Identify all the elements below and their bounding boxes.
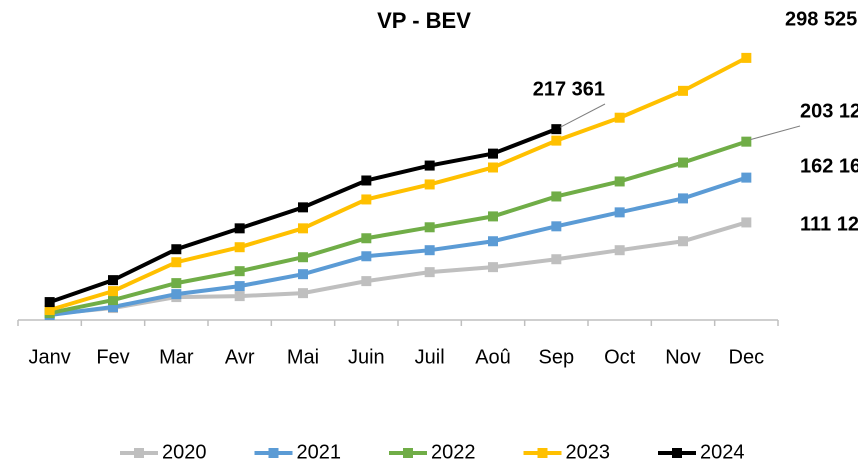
x-tick-label: Oct [604, 346, 636, 368]
point [488, 162, 498, 173]
value-label: 217 361 [533, 78, 605, 100]
point [424, 160, 435, 171]
point [741, 172, 752, 183]
point [234, 281, 245, 292]
legend-marker [134, 448, 144, 458]
point [678, 157, 688, 168]
point [488, 262, 498, 273]
legend-marker [403, 448, 413, 458]
value-label: 162 167 [800, 155, 858, 177]
series-line [49, 175, 747, 317]
point [614, 207, 625, 218]
x-tick-label: Dec [729, 346, 765, 368]
point [298, 252, 308, 263]
series-line [49, 139, 747, 316]
point [551, 135, 562, 146]
point [298, 223, 308, 234]
legend-label: 2024 [700, 441, 745, 463]
point [108, 302, 118, 313]
point [298, 288, 308, 299]
legend-marker [537, 448, 548, 458]
point [234, 223, 245, 234]
x-tick-label: Nov [665, 346, 701, 368]
x-tick-label: Sep [539, 346, 575, 368]
x-tick-label: Avr [225, 346, 255, 368]
point [551, 124, 562, 135]
chart-title: VP - BEV [377, 8, 471, 33]
value-label: 203 122 [800, 100, 858, 122]
point [361, 251, 372, 262]
point [44, 297, 55, 308]
point [361, 175, 372, 186]
series-line [49, 220, 747, 317]
point [678, 193, 688, 204]
point [171, 244, 182, 255]
point [108, 295, 118, 306]
point [741, 217, 752, 228]
point [171, 289, 182, 300]
point [488, 211, 498, 222]
x-tick-label: Mar [159, 346, 194, 368]
point [298, 269, 308, 280]
leader-line [750, 125, 801, 141]
point [234, 266, 245, 277]
point [741, 136, 752, 147]
point [234, 242, 245, 253]
x-tick-label: Janv [29, 346, 71, 368]
legend-label: 2023 [566, 441, 611, 463]
point [108, 286, 118, 297]
x-tick-label: Mai [287, 346, 319, 368]
point [614, 245, 625, 256]
legend-label: 2020 [162, 441, 207, 463]
point [44, 304, 55, 315]
point [424, 222, 435, 233]
point [551, 191, 562, 202]
point [424, 179, 435, 190]
x-tick-label: Juin [348, 346, 385, 368]
point [171, 278, 182, 289]
point [298, 202, 308, 213]
point [488, 236, 498, 247]
point [424, 245, 435, 256]
x-tick-label: Aoû [475, 346, 511, 368]
point [361, 276, 372, 287]
point [234, 291, 245, 302]
point [488, 148, 498, 159]
point [741, 52, 752, 63]
point [551, 254, 562, 265]
series-line [49, 56, 748, 312]
leader-line [560, 103, 606, 128]
x-tick-label: Juil [415, 346, 445, 368]
x-tick-label: Fev [96, 346, 129, 368]
point [108, 275, 118, 286]
point [614, 112, 625, 123]
point [361, 233, 372, 244]
point [551, 221, 562, 232]
point [678, 236, 688, 247]
point [171, 257, 182, 268]
legend-marker [268, 448, 279, 458]
legend-marker [672, 448, 682, 458]
point [424, 267, 435, 278]
legend-label: 2022 [431, 441, 476, 463]
value-label: 111 127 [800, 213, 858, 235]
value-label: 298 525 [785, 8, 857, 30]
point [614, 176, 625, 187]
legend-label: 2021 [297, 441, 342, 463]
point [361, 194, 372, 205]
point [678, 85, 688, 96]
